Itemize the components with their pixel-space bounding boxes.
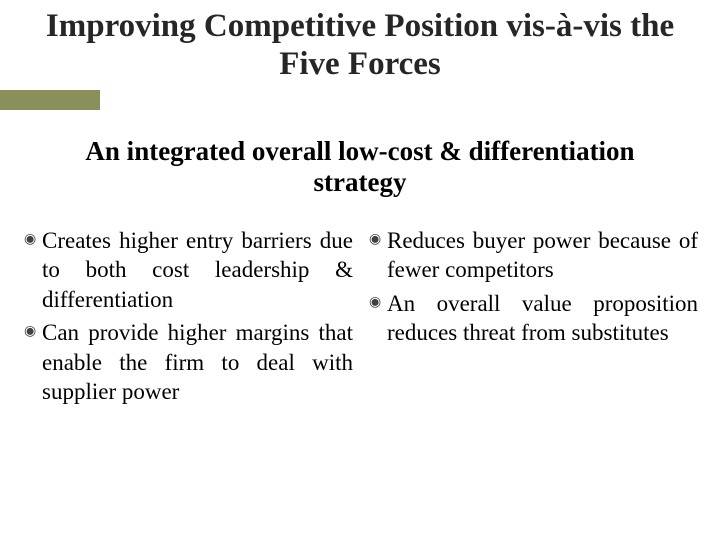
content-columns: ◉ Creates higher entry barriers due to b… — [20, 226, 700, 411]
bullet-icon: ◉ — [22, 318, 42, 346]
accent-bar — [0, 90, 100, 110]
bullet-icon: ◉ — [367, 289, 387, 317]
slide: Improving Competitive Position vis-à-vis… — [0, 0, 720, 540]
slide-title: Improving Competitive Position vis-à-vis… — [40, 8, 680, 84]
item-text: Reduces buyer power because of fewer com… — [387, 226, 698, 285]
item-text: Can provide higher margins that enable t… — [42, 318, 353, 406]
list-item: ◉ Creates higher entry barriers due to b… — [22, 226, 353, 314]
left-column: ◉ Creates higher entry barriers due to b… — [22, 226, 353, 411]
list-item: ◉ An overall value proposition reduces t… — [367, 289, 698, 348]
slide-subtitle: An integrated overall low-cost & differe… — [60, 136, 660, 198]
item-text: An overall value proposition reduces thr… — [387, 289, 698, 348]
bullet-icon: ◉ — [22, 226, 42, 254]
bullet-icon: ◉ — [367, 226, 387, 254]
list-item: ◉ Can provide higher margins that enable… — [22, 318, 353, 406]
item-text: Creates higher entry barriers due to bot… — [42, 226, 353, 314]
right-column: ◉ Reduces buyer power because of fewer c… — [367, 226, 698, 411]
list-item: ◉ Reduces buyer power because of fewer c… — [367, 226, 698, 285]
